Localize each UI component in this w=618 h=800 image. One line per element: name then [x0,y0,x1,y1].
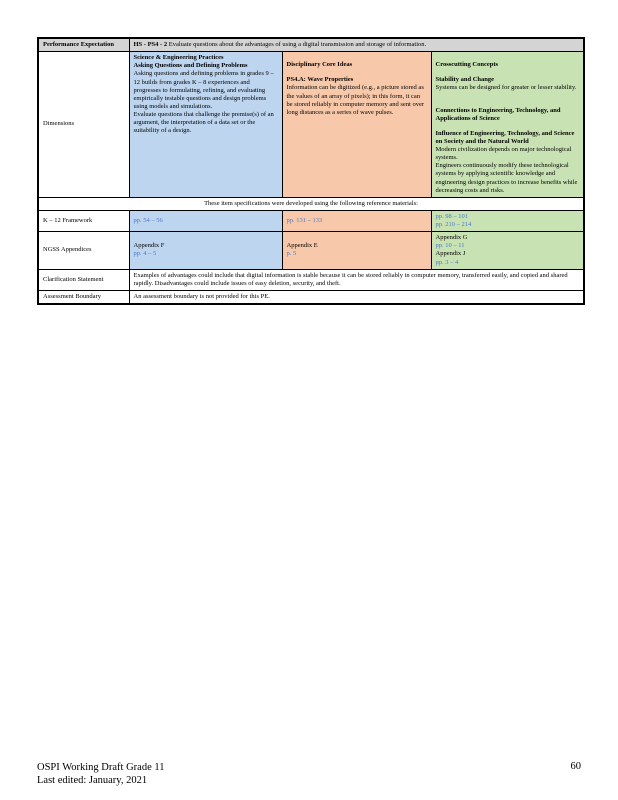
ngss-dci-appendix: Appendix E [286,242,318,250]
ccc-bullet-stability: Systems can be designed for greater or l… [435,84,577,92]
k12-ccc: pp. 98 – 101 pp. 210 – 214 [430,209,586,233]
assessment-text: An assessment boundary is not provided f… [128,289,586,305]
ccc-heading-influence: Influence of Engineering, Technology, an… [435,129,575,145]
perf-label: Performance Expectation [37,37,130,53]
dci-title: Disciplinary Core Ideas [286,61,353,69]
ngss-dci-link[interactable]: p. 5 [286,250,297,258]
ngss-dci: Appendix E p. 5 [281,231,432,270]
dimensions-row: Dimensions Science & Engineering Practic… [37,51,586,198]
k12-dci: pp. 131 – 133 [281,209,432,233]
footer-edited: Last edited: January, 2021 [37,775,148,787]
ngss-ccc-link-2[interactable]: pp. 3 – 4 [435,258,459,266]
footer-draft: OSPI Working Draft Grade 11 [37,762,165,773]
perf-text: Evaluate questions about the advantages … [168,41,427,48]
sep-cell: Science & Engineering Practices Asking Q… [128,51,283,198]
ccc-heading-stability: Stability and Change [435,76,495,84]
ngss-sep-appendix: Appendix F [133,242,165,250]
k12-sep: pp. 54 – 56 [128,209,283,233]
perf-row: Performance Expectation HS - PS4 - 2 Eva… [37,37,586,53]
sep-bullet: Evaluate questions that challenge the pr… [133,111,274,135]
k12-sep-link[interactable]: pp. 54 – 56 [133,216,163,224]
pe-table: Performance Expectation HS - PS4 - 2 Eva… [36,37,586,305]
dci-subtitle: PS4.A: Wave Properties [286,76,354,84]
dci-cell: Disciplinary Core Ideas PS4.A: Wave Prop… [281,51,432,198]
perf-code: HS - PS4 - 2 [133,41,168,48]
refs-note: These item specifications were developed… [36,196,586,211]
dci-bullet: Information can be digitized (e.g., a pi… [286,84,425,116]
assessment-label: Assessment Boundary [37,289,130,305]
dimensions-label: Dimensions [37,51,130,198]
ngss-ccc: Appendix G pp. 10 – 11 Appendix J pp. 3 … [430,231,586,270]
ccc-bullet-civilization: Modern civilization depends on major tec… [435,146,572,162]
ccc-bullet-engineers: Engineers continuously modify these tech… [435,162,578,194]
assessment-row: Assessment Boundary An assessment bounda… [37,289,586,305]
footer: OSPI Working Draft Grade 11 Last edited:… [37,761,164,787]
sep-subtitle: Asking Questions and Defining Problems [133,62,248,70]
ngss-sep-link[interactable]: pp. 4 – 5 [133,250,157,258]
k12-ccc-link-1[interactable]: pp. 98 – 101 [435,212,469,220]
page-number: 60 [570,761,582,772]
ccc-cell: Crosscutting Concepts Stability and Chan… [430,51,586,198]
k12-label: K – 12 Framework [37,209,130,233]
perf-cell: HS - PS4 - 2 Evaluate questions about th… [128,37,586,53]
refs-note-row: These item specifications were developed… [36,196,586,211]
k12-dci-link[interactable]: pp. 131 – 133 [286,216,323,224]
ngss-ccc-link-1[interactable]: pp. 10 – 11 [435,242,465,250]
clarification-label: Clarification Statement [37,268,130,291]
ngss-row: NGSS Appendices Appendix F pp. 4 – 5 App… [37,231,586,270]
sep-body: Asking questions and defining problems i… [133,70,274,110]
ccc-title: Crosscutting Concepts [435,61,499,69]
sep-title: Science & Engineering Practices [133,54,224,62]
k12-ccc-link-2[interactable]: pp. 210 – 214 [435,221,472,228]
clarification-text: Examples of advantages could include tha… [128,268,586,291]
ngss-ccc-appendix-j: Appendix J [435,250,466,258]
ngss-sep: Appendix F pp. 4 – 5 [128,231,283,270]
ccc-heading-connections: Connections to Engineering, Technology, … [435,106,561,122]
k12-row: K – 12 Framework pp. 54 – 56 pp. 131 – 1… [37,209,586,233]
clarification-row: Clarification Statement Examples of adva… [37,268,586,291]
ngss-label: NGSS Appendices [37,231,130,270]
ngss-ccc-appendix-g: Appendix G [435,234,468,242]
